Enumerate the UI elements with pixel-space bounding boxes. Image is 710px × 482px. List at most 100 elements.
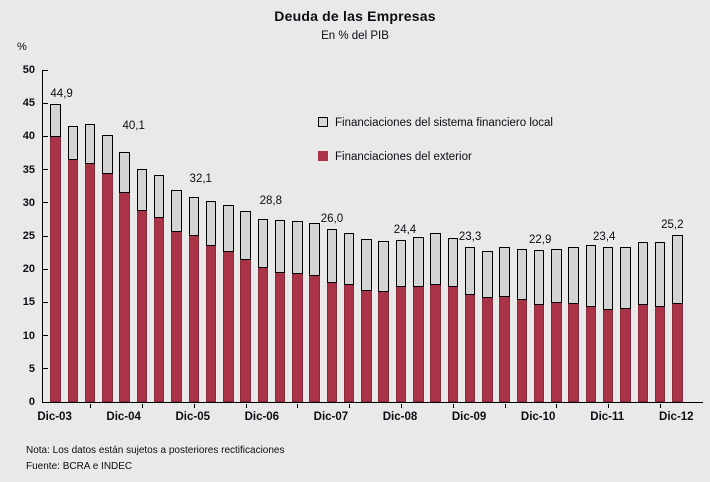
y-axis-tick-label: 5 — [28, 362, 35, 375]
stacked-bar — [326, 70, 338, 402]
footnote-nota: Nota: Los datos están sujetos a posterio… — [26, 445, 285, 456]
stacked-bar — [482, 70, 493, 402]
bar-segment-local — [620, 247, 631, 310]
bar-segment-exterior — [464, 294, 476, 402]
bar-segment-exterior — [326, 282, 338, 402]
bar-segment-exterior — [343, 283, 355, 402]
x-axis-label-dic-04: Dic-04 — [106, 411, 141, 423]
bar-segment-local — [533, 249, 545, 306]
stacked-bar — [395, 70, 407, 402]
stacked-bar — [102, 70, 113, 402]
y-axis-tick-label: 30 — [22, 196, 35, 209]
bar-segment-local — [257, 218, 269, 268]
bar-segment-exterior — [499, 296, 510, 402]
stacked-bar — [654, 70, 666, 402]
stacked-bar — [620, 70, 631, 402]
bar-segment-exterior — [568, 303, 579, 402]
x-axis-tick — [297, 403, 299, 408]
stacked-bar — [257, 70, 269, 402]
bar-segment-local — [102, 135, 113, 174]
data-label-26-0: 26,0 — [320, 213, 344, 226]
bar-segment-exterior — [361, 290, 372, 402]
data-label-23-4: 23,4 — [593, 230, 616, 243]
bar-segment-local — [119, 151, 130, 193]
bar-segment-local — [136, 168, 148, 212]
bar-segment-local — [309, 222, 320, 276]
x-axis-label-dic-08: Dic-08 — [382, 411, 418, 423]
bar-segment-local — [499, 247, 510, 298]
bar-segment-exterior — [188, 235, 199, 402]
legend-swatch-exterior — [318, 151, 328, 161]
bar-segment-local — [602, 246, 614, 311]
stacked-bar — [188, 70, 199, 402]
stacked-bar — [430, 70, 441, 402]
footnote-fuente: Fuente: BCRA e INDEC — [26, 461, 133, 472]
stacked-bar — [533, 70, 545, 402]
legend-item-exterior: Financiaciones del exterior — [318, 147, 472, 163]
y-axis-tick — [43, 169, 48, 171]
bar-segment-exterior — [171, 230, 182, 402]
bar-segment-local — [516, 248, 528, 301]
y-axis-tick-label: 15 — [22, 296, 35, 309]
y-axis-tick — [43, 368, 48, 370]
bar-segment-exterior — [309, 274, 320, 402]
x-axis-tick — [608, 403, 610, 408]
bar-segment-exterior — [516, 299, 528, 402]
chart-subtitle: En % del PIB — [321, 30, 389, 42]
bar-segment-local — [50, 103, 61, 138]
bar-segment-exterior — [153, 216, 165, 402]
data-label-25-2: 25,2 — [661, 218, 684, 231]
x-axis-label-dic-07: Dic-07 — [313, 411, 349, 423]
bar-segment-exterior — [413, 285, 424, 402]
stacked-bar — [136, 70, 148, 402]
data-label-22-9: 22,9 — [528, 233, 552, 246]
stacked-bar — [413, 70, 424, 402]
y-axis-tick-label: 40 — [22, 130, 35, 143]
y-axis-tick — [43, 235, 48, 237]
bar-segment-exterior — [205, 245, 217, 402]
x-axis-tick — [556, 403, 558, 408]
bar-segment-exterior — [84, 162, 96, 402]
x-axis-tick — [660, 403, 662, 408]
y-axis-tick — [43, 335, 48, 337]
footnotes: Nota: Los datos están sujetos a posterio… — [26, 443, 284, 475]
data-label-24-4: 24,4 — [393, 223, 417, 236]
bar-segment-exterior — [654, 305, 666, 402]
bar-segment-local — [84, 124, 96, 164]
stacked-bar — [551, 70, 562, 402]
legend-swatch-local — [318, 117, 328, 127]
data-label-32-1: 32,1 — [189, 172, 212, 185]
bar-segment-exterior — [136, 210, 148, 402]
bar-segment-exterior — [482, 297, 493, 402]
bar-segment-exterior — [533, 304, 545, 402]
bar-segment-exterior — [395, 285, 407, 402]
stacked-bar — [637, 70, 649, 402]
y-axis-tick — [43, 301, 48, 303]
stacked-bar — [378, 70, 389, 402]
bar-segment-local — [153, 174, 165, 218]
x-axis-tick — [349, 403, 351, 408]
bar-segment-local — [343, 232, 355, 285]
y-axis-tick-label: 50 — [22, 64, 35, 76]
stacked-bar — [223, 70, 234, 402]
y-axis-unit-label: % — [17, 41, 27, 53]
bar-segment-local — [223, 204, 234, 253]
y-axis-tick-label: 20 — [22, 263, 35, 276]
stacked-bar — [568, 70, 579, 402]
data-label-23-3: 23,3 — [458, 231, 482, 244]
bar-segment-local — [482, 250, 493, 299]
plot-area: 0 5 10 15 20 25 30 35 40 45 50 44,9 40,1 32,1 28,8 26,0… — [23, 64, 703, 408]
stacked-bar — [499, 70, 510, 402]
y-axis-tick-label: 10 — [22, 329, 35, 342]
bar-segment-local — [585, 244, 597, 307]
bar-segment-local — [240, 210, 251, 260]
data-label-40-1: 40,1 — [122, 119, 145, 132]
stacked-bar — [516, 70, 528, 402]
bar-segment-local — [551, 249, 562, 304]
y-axis-tick — [43, 102, 48, 104]
data-label-44-9: 44,9 — [50, 87, 73, 100]
stacked-bar — [343, 70, 355, 402]
bar-segment-local — [378, 241, 389, 293]
x-axis-label-dic-03: Dic-03 — [37, 411, 72, 423]
bar-segment-exterior — [620, 308, 631, 402]
